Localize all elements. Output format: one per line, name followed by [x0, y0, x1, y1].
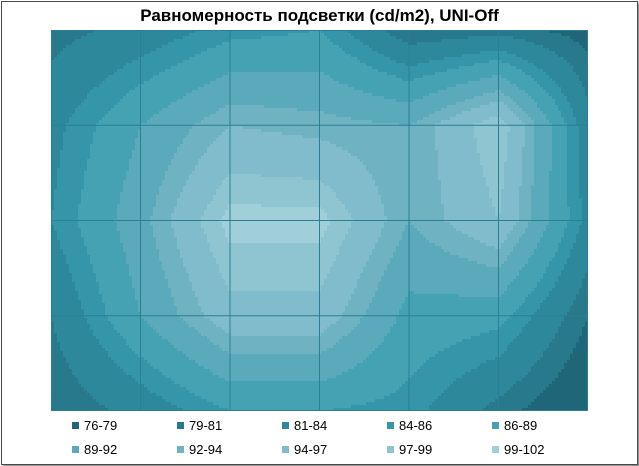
- legend: 76-79 79-81 81-84 84-86 86-89 89-92 92-94 94-97…: [72, 418, 632, 462]
- legend-swatch: [387, 422, 394, 430]
- legend-label: 99-102: [504, 442, 544, 457]
- gridlines: [51, 30, 588, 411]
- legend-swatch: [177, 446, 184, 454]
- legend-item: 81-84: [282, 418, 327, 434]
- legend-swatch: [282, 446, 289, 454]
- legend-label: 79-81: [189, 418, 222, 433]
- legend-item: 84-86: [387, 418, 432, 434]
- contour-bands: [51, 30, 588, 411]
- legend-label: 81-84: [294, 418, 327, 433]
- legend-item: 89-92: [72, 442, 117, 458]
- legend-label: 92-94: [189, 442, 222, 457]
- legend-item: 92-94: [177, 442, 222, 458]
- legend-item: 79-81: [177, 418, 222, 434]
- chart-title: Равномерность подсветки (cd/m2), UNI-Off: [0, 6, 639, 26]
- legend-label: 84-86: [399, 418, 432, 433]
- legend-item: 94-97: [282, 442, 327, 458]
- legend-swatch: [72, 446, 79, 454]
- legend-item: 97-99: [387, 442, 432, 458]
- legend-label: 89-92: [84, 442, 117, 457]
- legend-item: 99-102: [492, 442, 544, 458]
- legend-label: 76-79: [84, 418, 117, 433]
- legend-swatch: [282, 422, 289, 430]
- legend-item: 76-79: [72, 418, 117, 434]
- legend-swatch: [492, 422, 499, 430]
- legend-swatch: [72, 422, 79, 430]
- legend-label: 97-99: [399, 442, 432, 457]
- legend-label: 94-97: [294, 442, 327, 457]
- legend-swatch: [387, 446, 394, 454]
- legend-swatch: [492, 446, 499, 454]
- contour-plot: [51, 30, 588, 411]
- legend-label: 86-89: [504, 418, 537, 433]
- legend-item: 86-89: [492, 418, 537, 434]
- plot-border: [51, 30, 588, 411]
- legend-swatch: [177, 422, 184, 430]
